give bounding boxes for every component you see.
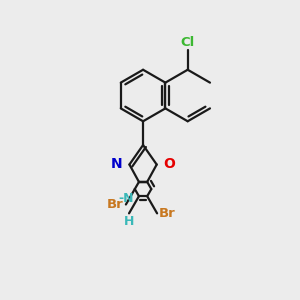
Text: N: N [111, 157, 122, 170]
Text: Br: Br [159, 207, 176, 220]
Text: H: H [124, 215, 134, 228]
Text: -N: -N [118, 192, 134, 206]
Text: Br: Br [107, 198, 124, 211]
Text: Cl: Cl [181, 36, 195, 49]
Text: O: O [164, 157, 175, 170]
